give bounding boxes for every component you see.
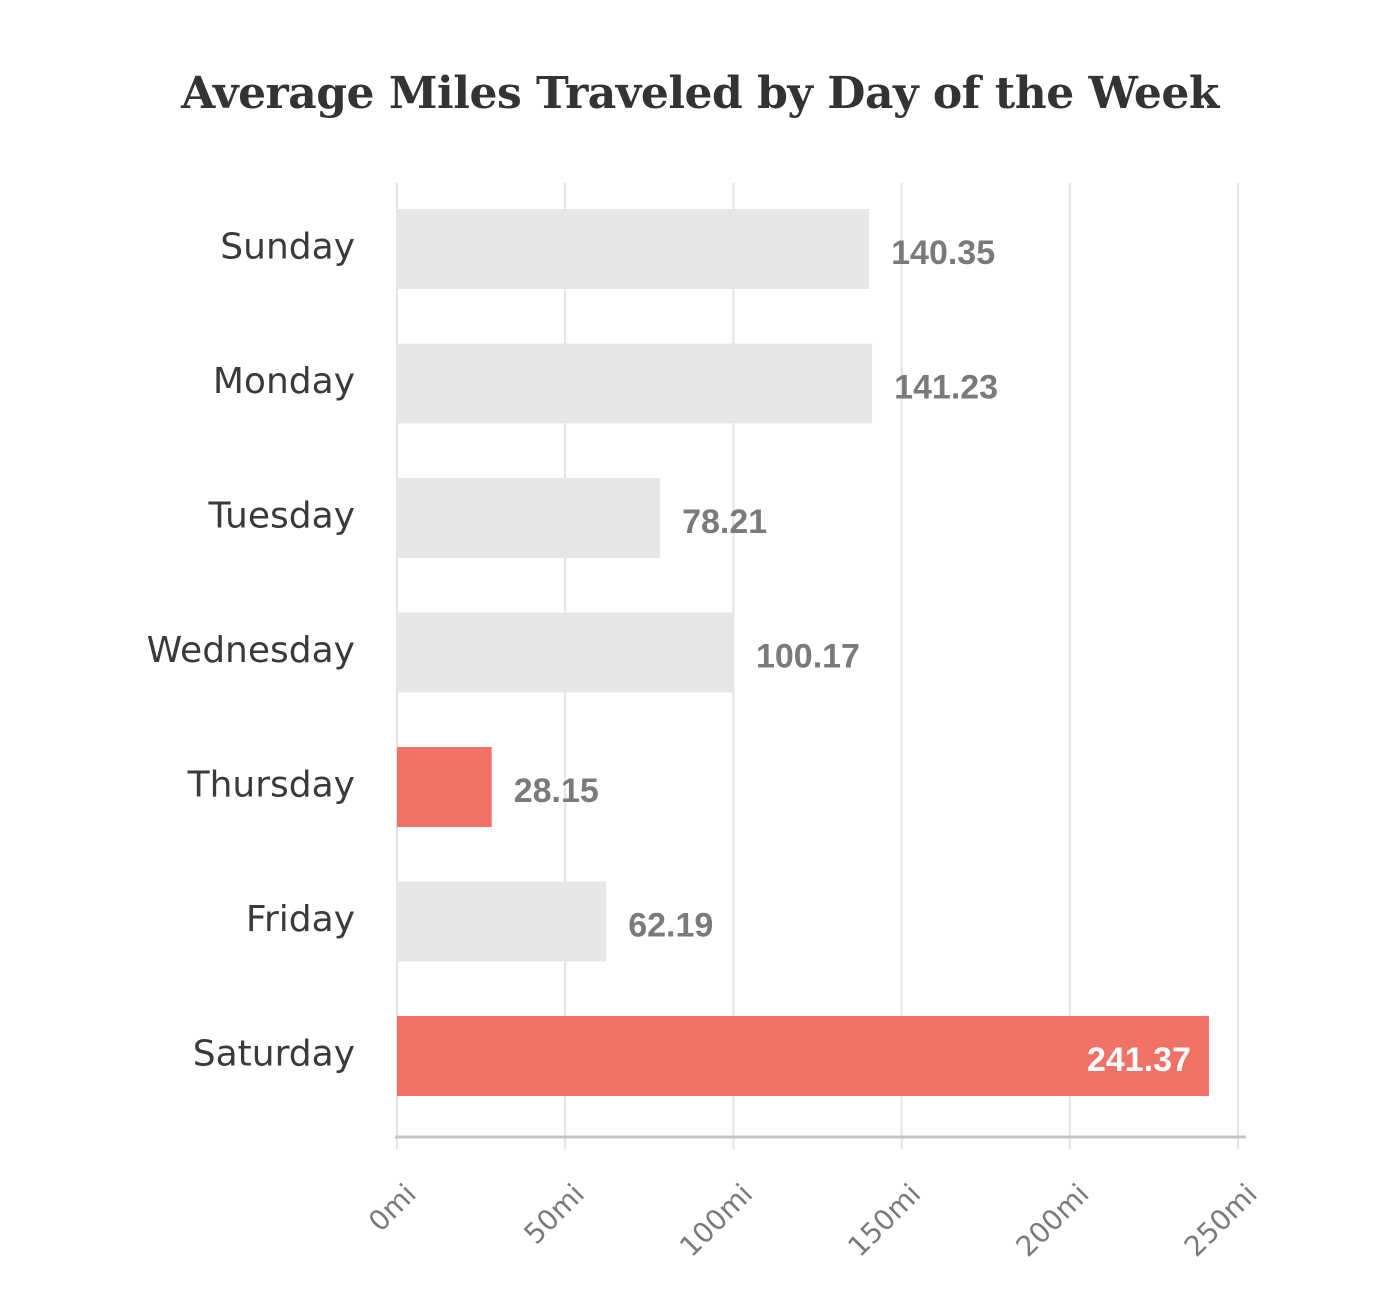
bar-tuesday	[397, 478, 661, 558]
x-tick-label: 150mi	[841, 1177, 927, 1263]
category-label: Wednesday	[147, 630, 355, 671]
x-axis: 0mi 50mi 100mi 150mi 200mi 250mi	[362, 1135, 1264, 1263]
chart-title: Average Miles Traveled by Day of the Wee…	[181, 68, 1219, 119]
x-tick-label: 200mi	[1010, 1177, 1096, 1263]
x-tick-label: 250mi	[1178, 1177, 1264, 1263]
bar-wednesday	[397, 612, 734, 693]
category-label: Tuesday	[208, 496, 355, 537]
value-label: 141.23	[894, 369, 998, 407]
bar-monday	[397, 343, 873, 424]
labels: Sunday 140.35 Monday 141.23 Tuesday 78.21 Wedn…	[147, 227, 1191, 1080]
bar-sunday	[397, 209, 870, 289]
value-label: 241.37	[1087, 1041, 1191, 1079]
value-label: 140.35	[891, 234, 995, 272]
category-label: Friday	[246, 899, 355, 940]
category-label: Saturday	[193, 1034, 355, 1075]
bar-friday	[397, 881, 607, 962]
x-tick-label: 50mi	[518, 1177, 591, 1250]
bars	[397, 209, 1209, 1096]
x-tick-label: 100mi	[673, 1177, 759, 1263]
category-label: Thursday	[187, 765, 355, 806]
bar-saturday	[397, 1016, 1209, 1096]
value-label: 28.15	[514, 772, 599, 810]
category-label: Sunday	[220, 227, 355, 268]
value-label: 62.19	[628, 907, 713, 945]
value-label: 100.17	[756, 638, 860, 676]
value-label: 78.21	[682, 503, 767, 541]
bar-thursday	[397, 747, 492, 827]
category-label: Monday	[213, 361, 355, 402]
x-tick-label: 0mi	[362, 1177, 423, 1238]
